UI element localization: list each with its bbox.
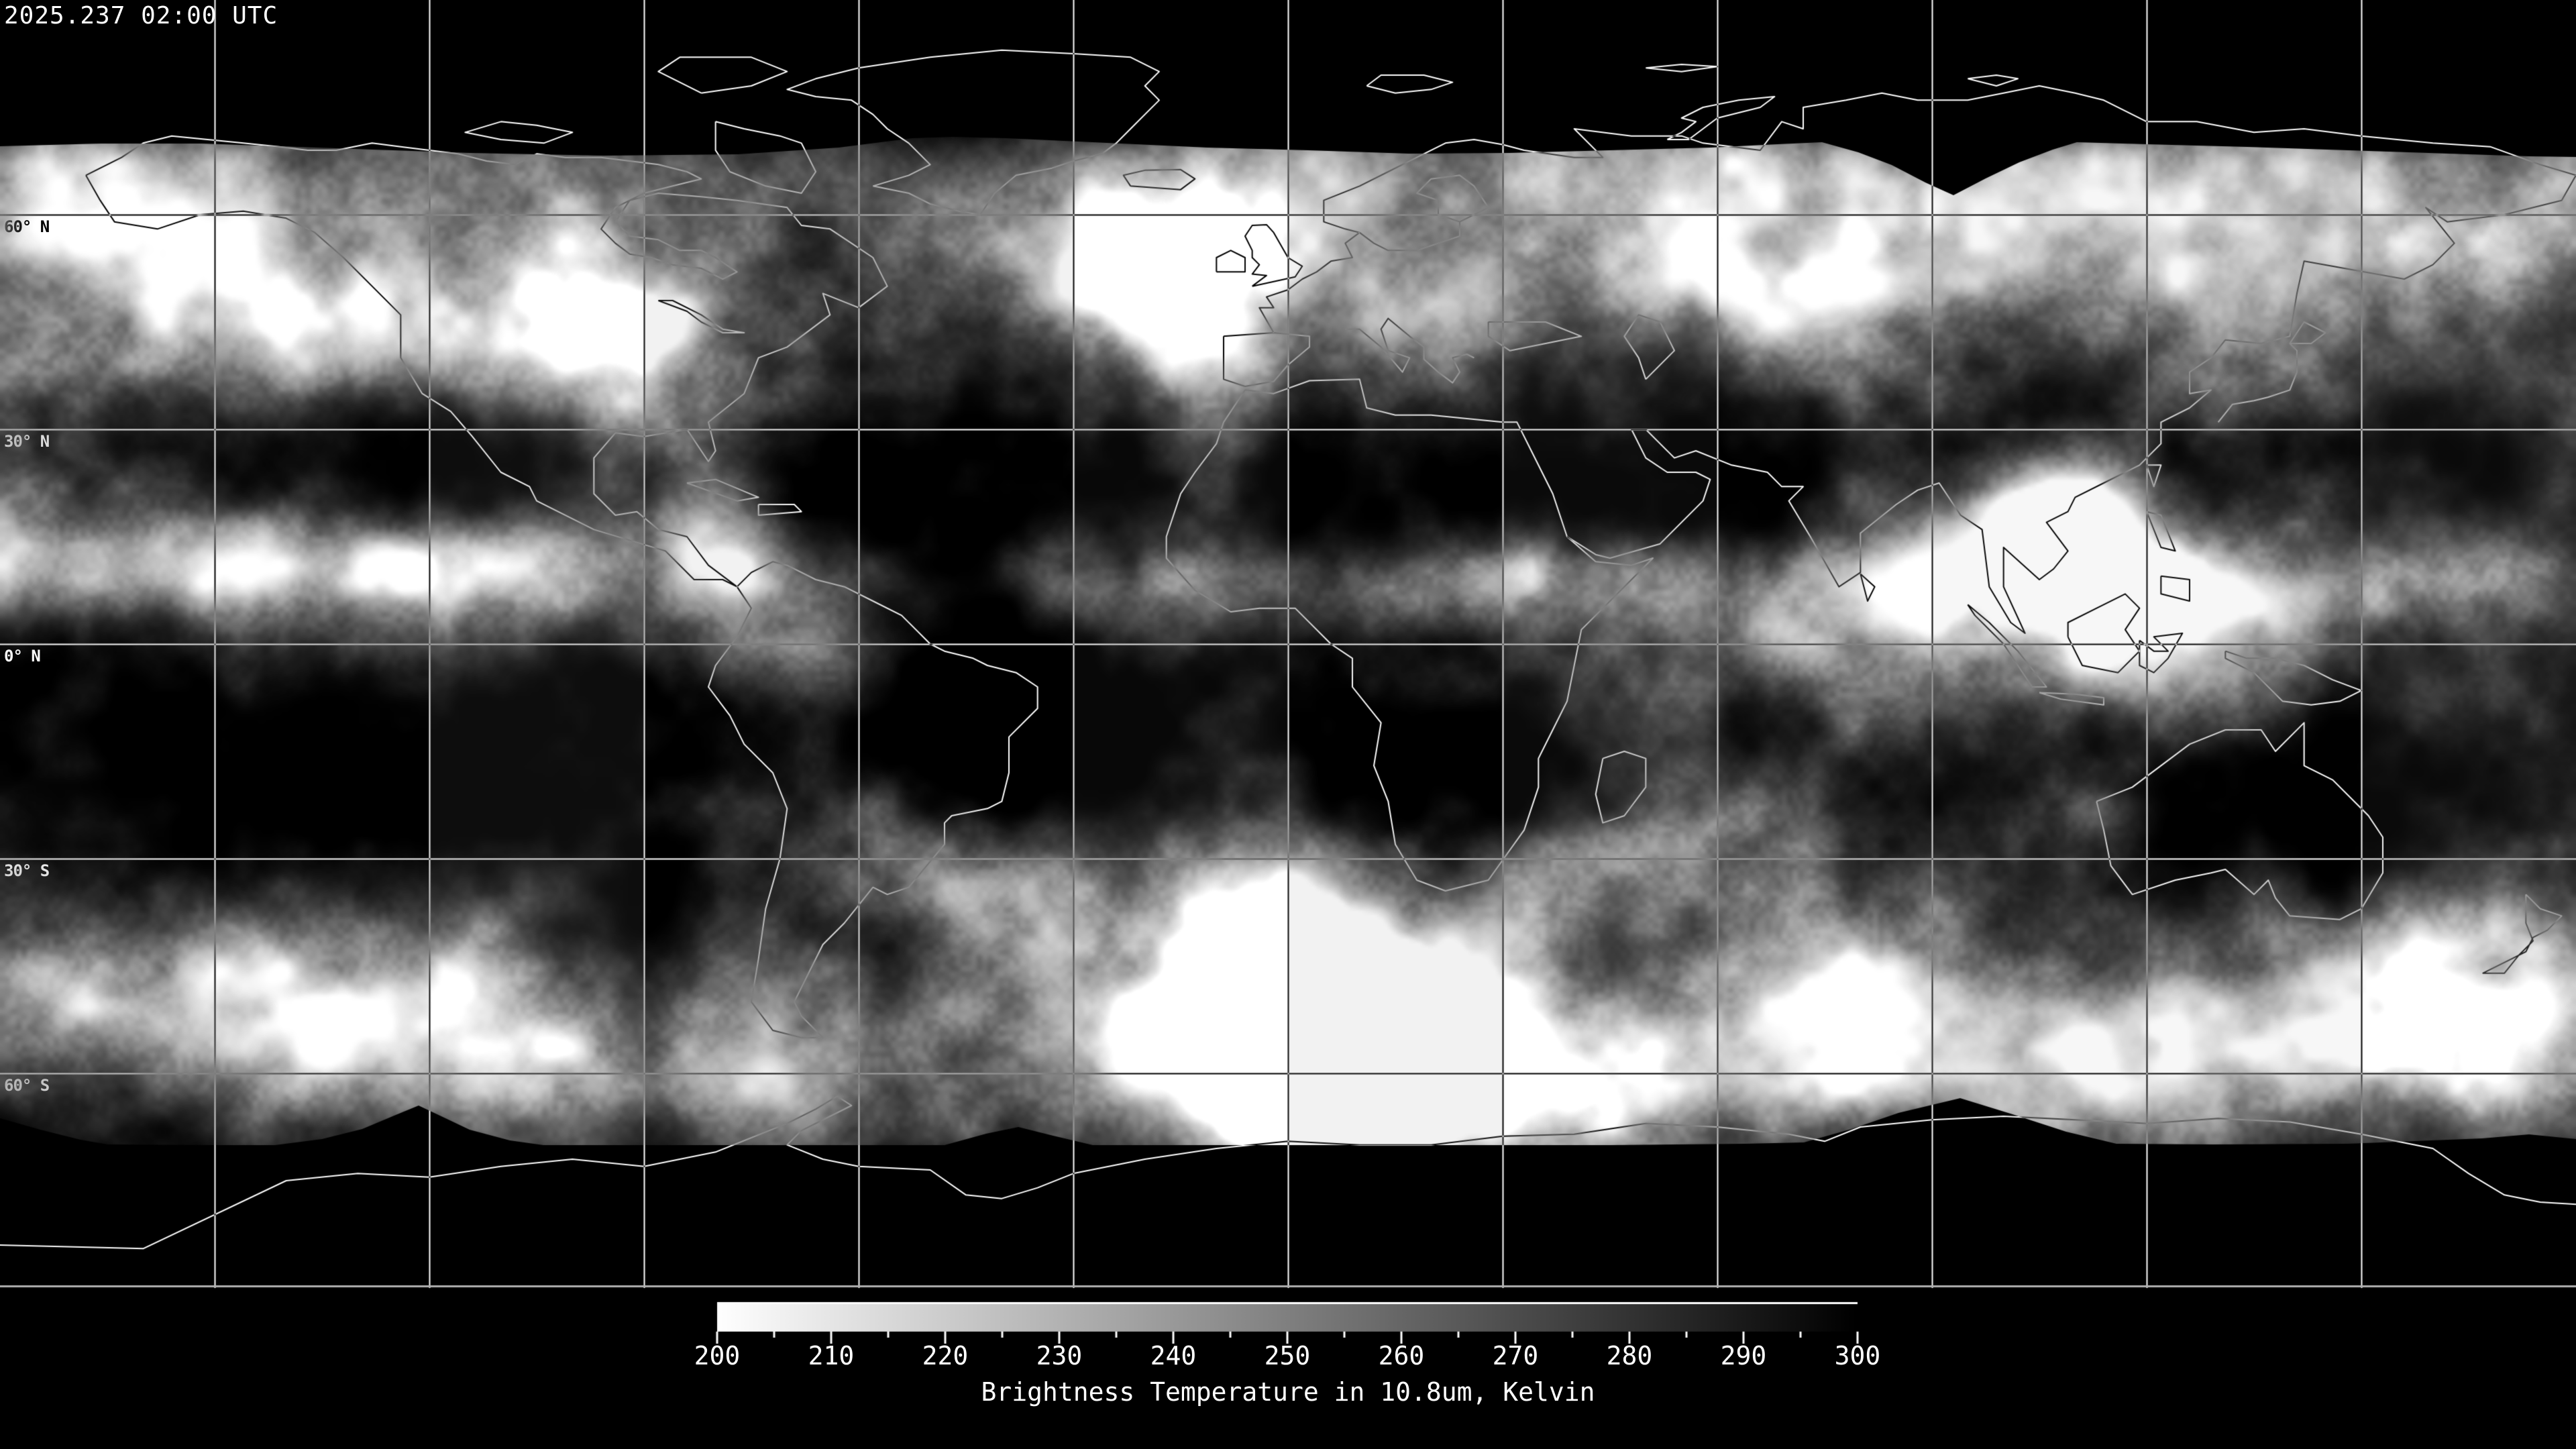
colorbar-tick-label-260: 260 xyxy=(1378,1341,1425,1371)
colorbar-tick-label-210: 210 xyxy=(808,1341,855,1371)
lat-label-60-n: 60° N xyxy=(4,217,50,236)
timestamp-label: 2025.237 02:00 UTC xyxy=(4,2,278,30)
colorbar-tick-label-290: 290 xyxy=(1720,1341,1767,1371)
colorbar-tick-label-280: 280 xyxy=(1606,1341,1653,1371)
lat-label-60-s: 60° S xyxy=(4,1076,50,1095)
lat-label-0-n: 0° N xyxy=(4,647,41,665)
colorbar-tick-label-240: 240 xyxy=(1150,1341,1197,1371)
colorbar-tick-label-230: 230 xyxy=(1036,1341,1083,1371)
lat-label-30-n: 30° N xyxy=(4,432,50,451)
colorbar-tick-label-270: 270 xyxy=(1492,1341,1539,1371)
lat-label-30-s: 30° S xyxy=(4,861,50,880)
colorbar-tick-label-200: 200 xyxy=(694,1341,741,1371)
colorbar-tick-label-220: 220 xyxy=(922,1341,969,1371)
colorbar-caption: Brightness Temperature in 10.8um, Kelvin xyxy=(981,1377,1595,1407)
colorbar-tick-label-250: 250 xyxy=(1264,1341,1311,1371)
colorbar-tick-label-300: 300 xyxy=(1834,1341,1881,1371)
